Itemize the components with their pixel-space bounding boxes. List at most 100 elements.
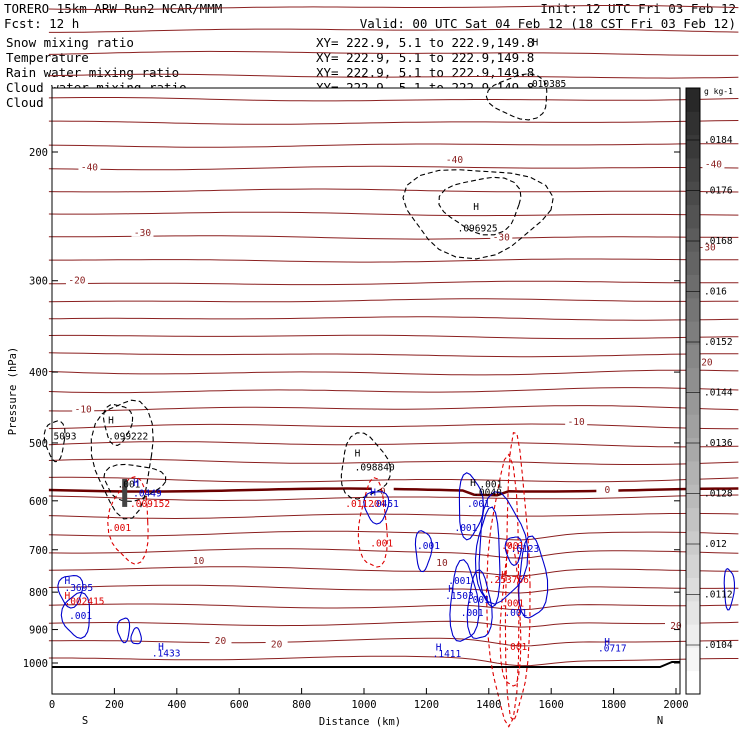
contour-value-label: H: [532, 37, 538, 48]
legend-xy: XY= 222.9, 5.1 to 222.9,149.8: [316, 50, 534, 65]
colorbar-swatch: [686, 204, 700, 229]
colorbar-swatch: [686, 227, 700, 252]
temperature-contour-line: [48, 73, 739, 79]
temperature-contour-line: [48, 655, 739, 667]
temperature-label: -40: [81, 162, 98, 173]
colorbar-swatch: [686, 624, 700, 648]
temperature-label-bg: [65, 273, 88, 285]
contour-value-label: .6123: [511, 544, 540, 555]
temperature-contour-line: [48, 188, 739, 193]
colorbar-frame: [685, 87, 701, 695]
colorbar-swatch: [686, 274, 700, 299]
contour-value-label: .0717: [598, 644, 627, 655]
temperature-contour-line: [48, 566, 739, 577]
temperature-contour-line: [48, 143, 739, 148]
temperature-contour-line: [48, 620, 739, 628]
contour-labels: H.0992225093.001H.0449.009152.001H.09884…: [54, 37, 627, 660]
contour-value-label: .001: [448, 576, 471, 587]
contour-value-label: .001: [479, 479, 502, 490]
colorbar-tick-label: .0144: [704, 388, 733, 399]
legend-label: Rain water mixing ratio: [6, 65, 179, 80]
terrain-line: [52, 661, 680, 668]
temperature-contour-line: [48, 584, 739, 594]
contour-value-label: H: [133, 478, 139, 489]
temperature-contour-line: [48, 235, 739, 240]
colorbar-tick-label: .012: [704, 539, 727, 550]
temperature-contour-line: [48, 334, 739, 340]
colorbar-tick-label: .0112: [704, 590, 733, 601]
temperature-label: -20: [68, 276, 85, 287]
contour-value-label: H: [355, 449, 361, 460]
contour-value-label: H: [64, 576, 70, 587]
contour-value-label: 5093: [54, 432, 77, 443]
temperature-label-bg: [702, 157, 725, 169]
contour-value-label: H: [370, 487, 376, 498]
legend-xy: XY= 222.9, 5.1 to 222.9,149.8: [316, 35, 534, 50]
snow-contour: [438, 176, 522, 236]
contour-value-label: .001: [118, 479, 141, 490]
temperature-label-bg: [72, 402, 95, 414]
colorbar-unit: g kg-1: [704, 87, 733, 96]
x-tick-label: 1400: [476, 699, 501, 711]
temperature-contour-line: [48, 352, 739, 358]
contour-value-label: .001: [467, 499, 490, 510]
colorbar-swatch: [686, 530, 700, 555]
colorbar-swatch: [686, 437, 700, 462]
temperature-label: -30: [493, 233, 510, 244]
temperature-contour-line: [48, 530, 739, 541]
temperature-contour-line: [48, 258, 739, 263]
temperature-label: -40: [446, 155, 463, 166]
temperature-contour-line: [48, 298, 739, 303]
contour-value-label: H: [108, 415, 114, 426]
colorbar-swatch: [686, 367, 700, 392]
temperature-label: -20: [695, 357, 712, 368]
cloud-water-contour: [466, 569, 493, 640]
contour-value-label: .253766: [489, 575, 529, 586]
contour-value-label: H: [448, 584, 454, 595]
contour-value-label: .1503: [445, 591, 474, 602]
temperature-label: 20: [271, 639, 283, 650]
temperature-contour-line: [48, 548, 739, 559]
colorbar-tick-label: .0136: [704, 438, 733, 449]
temperature-label-bg: [187, 553, 210, 565]
colorbar-swatch: [686, 554, 700, 578]
colorbar-swatch: [686, 670, 700, 695]
temperature-contour-line: [48, 369, 739, 376]
snow-contour: [90, 399, 154, 520]
temperature-contour-line: [48, 512, 739, 520]
header-line1-left: TORERO 15km ARW Run2 NCAR/MMM: [4, 1, 222, 16]
contour-value-label: H: [436, 643, 442, 654]
legend-label: Temperature: [6, 50, 89, 65]
temperature-contour-line: [48, 476, 739, 483]
x-tick-label: 1600: [539, 699, 564, 711]
y-axis-title: Pressure (hPa): [7, 347, 19, 436]
y-tick-label: 900: [29, 625, 48, 637]
x-tick-label: 400: [167, 699, 186, 711]
contour-value-label: .1411: [433, 649, 462, 660]
temperature-contour-line: [48, 165, 739, 171]
temperature-label: -30: [699, 242, 716, 253]
temperature-label: -10: [568, 417, 585, 428]
contour-value-label: .1433: [152, 649, 181, 660]
colorbar-swatch: [686, 297, 700, 322]
colorbar-swatch: [686, 391, 700, 415]
contour-value-label: H: [501, 570, 507, 581]
plot-frame: [51, 87, 681, 695]
contour-value-label: .001: [467, 595, 490, 606]
temperature-contour-line: [48, 211, 739, 217]
temperature-label: 10: [193, 556, 205, 567]
colorbar-swatch: [686, 251, 700, 275]
cloud-water-contour: [504, 536, 523, 566]
legend-xy: XY= 222.9, 5.1 to 222.9,149.8: [316, 65, 534, 80]
contour-value-label: .001: [504, 608, 527, 619]
x-tick-label: 1200: [414, 699, 439, 711]
cloud-water-contour: [478, 491, 529, 605]
colorbar-swatch: [686, 111, 700, 136]
contour-value-label: .009152: [130, 499, 170, 510]
x-tick-label: 1800: [601, 699, 626, 711]
temperature-contour-line: [48, 494, 739, 502]
contour-value-label: .001: [504, 642, 527, 653]
snow-contour: [102, 404, 134, 446]
cloud-water-contour: [57, 575, 84, 609]
